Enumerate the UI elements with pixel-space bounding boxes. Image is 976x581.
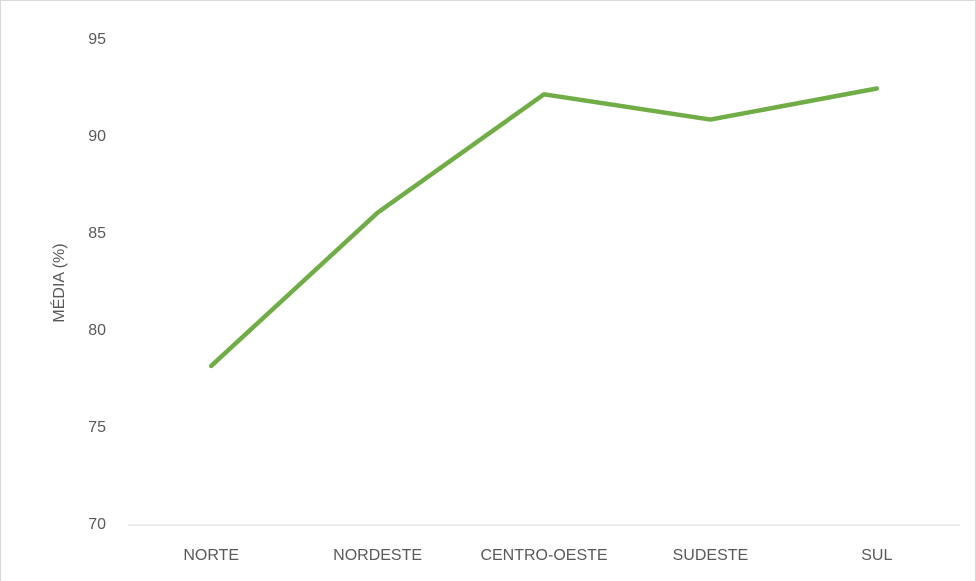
y-axis-title: MÉDIA (%) (49, 243, 68, 322)
x-tick-label: SUL (861, 547, 892, 564)
x-tick-label: SUDESTE (673, 547, 749, 564)
data-line (208, 86, 880, 369)
y-tick-label: 70 (88, 516, 106, 533)
y-tick-label: 80 (88, 322, 106, 339)
x-tick-label: NORDESTE (333, 547, 422, 564)
y-tick-label: 85 (88, 225, 106, 242)
x-tick-label: NORTE (183, 547, 239, 564)
x-tick-label: CENTRO-OESTE (480, 547, 607, 564)
y-tick-label: 95 (88, 31, 106, 48)
y-tick-label: 75 (88, 419, 106, 436)
y-tick-label: 90 (88, 128, 106, 145)
